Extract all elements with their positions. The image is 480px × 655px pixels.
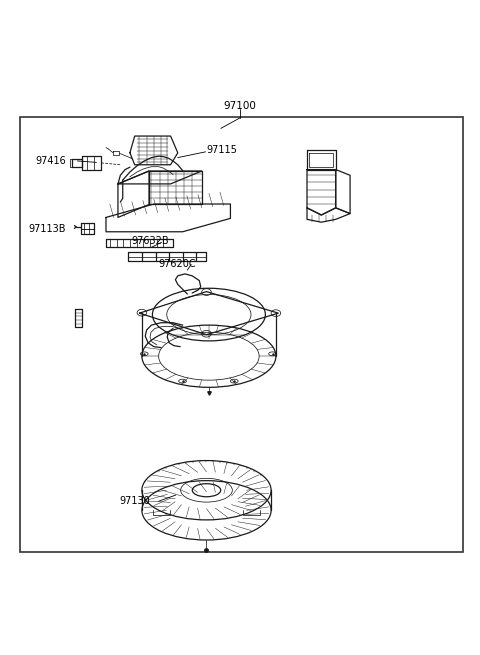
Text: 97632B: 97632B [132,236,169,246]
Text: 97130: 97130 [120,496,150,506]
Text: 97620C: 97620C [158,259,196,269]
Text: 97115: 97115 [206,145,238,155]
Text: 97416: 97416 [35,156,66,166]
Text: 97113B: 97113B [28,224,66,234]
Text: 97100: 97100 [224,101,256,111]
